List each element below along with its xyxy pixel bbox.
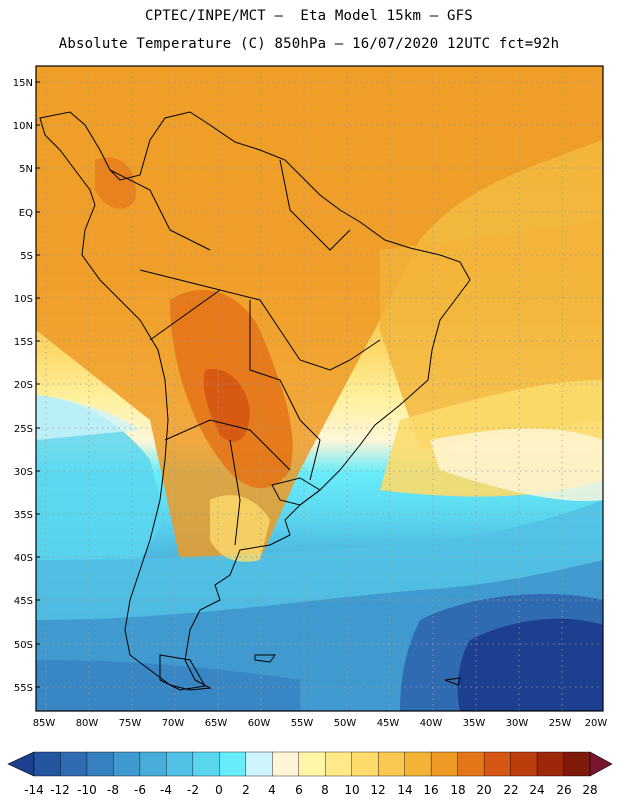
- lon-label: 65W: [205, 718, 228, 729]
- lon-label: 20W: [585, 718, 608, 729]
- colorbar-swatch: [113, 751, 141, 777]
- colorbar-label: -2: [187, 783, 199, 797]
- colorbar-swatch: [86, 751, 114, 777]
- lat-label: 25S: [14, 424, 33, 435]
- title-line-1: CPTEC/INPE/MCT – Eta Model 15km – GFS: [145, 8, 473, 24]
- colorbar-label: 12: [370, 783, 385, 797]
- lat-label: 50S: [14, 640, 33, 651]
- lat-label: 35S: [14, 510, 33, 521]
- colorbar-swatch: [245, 751, 273, 777]
- colorbar-labels: -14 -12 -10 -8 -6 -4 -2 0 2 4 6 8 10 12 …: [24, 783, 597, 797]
- map-frame: [35, 65, 604, 712]
- colorbar-arrow-right: [589, 751, 613, 777]
- lat-lon-grid: [36, 66, 603, 711]
- colorbar-label: 26: [556, 783, 571, 797]
- lon-label: 45W: [377, 718, 400, 729]
- colorbar-swatch: [219, 751, 247, 777]
- colorbar-swatch: [563, 751, 591, 777]
- colorbar-label: 6: [295, 783, 303, 797]
- colorbar-label: -14: [24, 783, 44, 797]
- lon-label: 60W: [248, 718, 271, 729]
- colorbar-label: 16: [423, 783, 438, 797]
- colorbar-label: -10: [77, 783, 97, 797]
- colorbar-label: 2: [242, 783, 250, 797]
- lon-label: 25W: [549, 718, 572, 729]
- colorbar: [7, 751, 613, 777]
- lon-label: 85W: [33, 718, 56, 729]
- lat-label: 15S: [14, 337, 33, 348]
- lat-label: 45S: [14, 596, 33, 607]
- lon-label: 75W: [119, 718, 142, 729]
- lon-label: 55W: [291, 718, 314, 729]
- colorbar-swatch: [298, 751, 326, 777]
- colorbar-label: 4: [268, 783, 276, 797]
- colorbar-label: 14: [397, 783, 412, 797]
- colorbar-swatch: [404, 751, 432, 777]
- colorbar-swatch: [377, 751, 406, 777]
- colorbar-label: 24: [529, 783, 544, 797]
- lat-label: 30S: [14, 467, 33, 478]
- lon-label: 50W: [334, 718, 357, 729]
- lat-label: 10N: [13, 121, 33, 132]
- colorbar-label: 8: [321, 783, 329, 797]
- colorbar-swatch: [351, 751, 379, 777]
- colorbar-swatch: [60, 751, 88, 777]
- colorbar-label: -12: [50, 783, 70, 797]
- lat-label: 5N: [19, 164, 33, 175]
- colorbar-arrow-left: [7, 751, 35, 777]
- colorbar-swatch: [33, 751, 61, 777]
- lon-labels: 85W 80W 75W 70W 65W 60W 55W 50W 45W 40W …: [33, 718, 608, 729]
- colorbar-label: 28: [582, 783, 597, 797]
- lat-label: 10S: [14, 294, 33, 305]
- lat-label: 20S: [14, 380, 33, 391]
- colorbar-label: 10: [344, 783, 359, 797]
- lon-label: 80W: [76, 718, 99, 729]
- colorbar-label: 18: [450, 783, 465, 797]
- colorbar-swatch: [536, 751, 565, 777]
- colorbar-label: 0: [215, 783, 223, 797]
- lon-label: 70W: [162, 718, 185, 729]
- title-line-2: Absolute Temperature (C) 850hPa – 16/07/…: [58, 36, 560, 52]
- lat-label: 40S: [14, 553, 33, 564]
- colorbar-swatch: [510, 751, 538, 777]
- colorbar-swatch: [325, 751, 353, 777]
- lat-labels: 15N 10N 5N EQ 5S 10S 15S 20S 25S 30S 35S…: [13, 78, 33, 694]
- lon-label: 35W: [463, 718, 486, 729]
- lat-label: 15N: [13, 78, 33, 89]
- colorbar-swatch: [272, 751, 300, 777]
- coastlines-and-borders: [39, 111, 471, 691]
- lon-label: 30W: [506, 718, 529, 729]
- colorbar-swatch: [139, 751, 167, 777]
- colorbar-swatch: [483, 751, 512, 777]
- colorbar-swatch: [457, 751, 485, 777]
- lat-label: EQ: [19, 208, 33, 219]
- colorbar-label: -6: [134, 783, 146, 797]
- colorbar-label: -4: [160, 783, 172, 797]
- colorbar-swatch: [430, 751, 459, 777]
- colorbar-label: 20: [476, 783, 491, 797]
- lat-ticks: [36, 81, 40, 688]
- temperature-field: [36, 66, 603, 711]
- colorbar-swatch: [166, 751, 194, 777]
- colorbar-swatch: [192, 751, 220, 777]
- colorbar-label: 22: [503, 783, 518, 797]
- lat-label: 5S: [20, 251, 33, 262]
- lon-label: 40W: [420, 718, 443, 729]
- lat-label: 55S: [14, 683, 33, 694]
- colorbar-label: -8: [107, 783, 119, 797]
